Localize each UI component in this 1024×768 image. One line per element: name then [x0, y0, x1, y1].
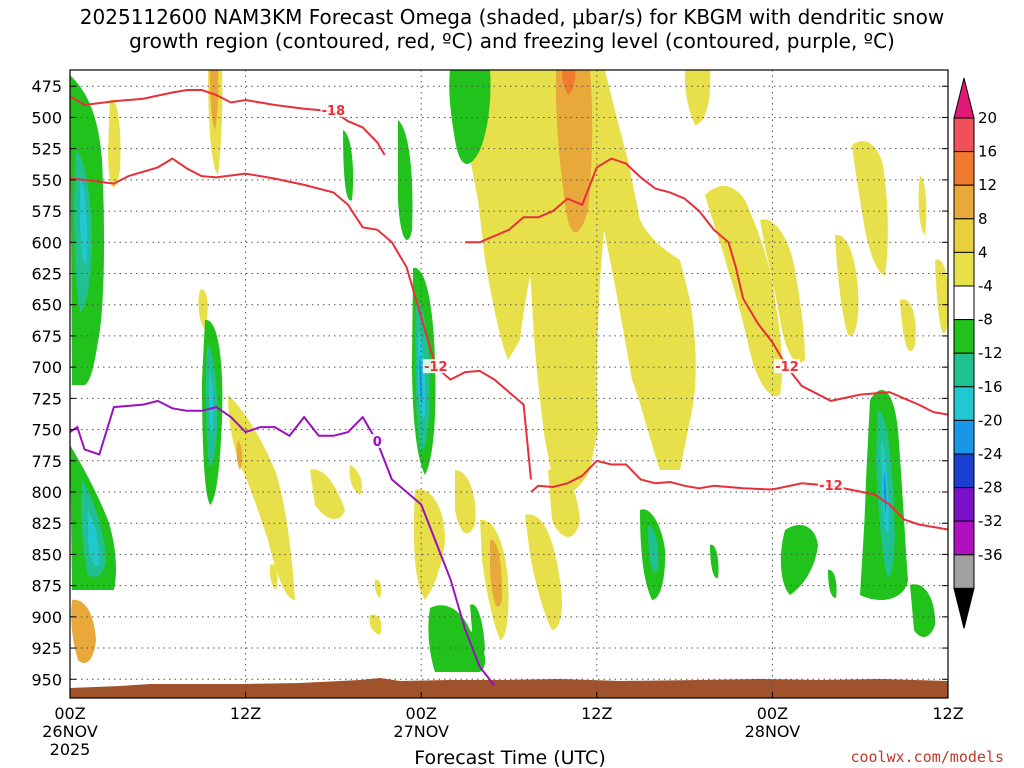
- x-tick-label: 2025: [50, 740, 91, 759]
- y-tick-label: 950: [31, 670, 62, 689]
- y-tick-label: 700: [31, 358, 62, 377]
- x-tick-label: 00Z: [54, 704, 85, 723]
- y-tick-label: 825: [31, 514, 62, 533]
- chart-title-line2: growth region (contoured, red, ºC) and f…: [129, 29, 895, 53]
- x-tick-label: 00Z: [757, 704, 788, 723]
- y-axis-pressure: 475 500 525 550 575 600 625 650 675 700 725 750 775 8…: [31, 77, 948, 689]
- colorbar-label: -36: [978, 546, 1003, 564]
- y-tick-label: 775: [31, 452, 62, 471]
- y-tick-label: 850: [31, 545, 62, 564]
- colorbar-label: 12: [978, 176, 997, 194]
- dgz-contour-label-bg: [817, 477, 844, 492]
- y-tick-label: 600: [31, 233, 62, 252]
- credit-text: coolwx.com/models: [850, 748, 1004, 766]
- colorbar-swatch: [953, 184, 975, 220]
- colorbar: 20 16 12 8 4 -4 -8 -12 -16 -20 -24 -28 -32 -36: [953, 77, 1003, 629]
- dgz-contour-3: [530, 459, 948, 531]
- colorbar-label: -8: [978, 311, 993, 329]
- grid: [70, 70, 948, 698]
- omega-positive-8-12: [71, 70, 593, 664]
- omega-negative-16-20: [419, 355, 887, 515]
- plot-frame: [69, 69, 949, 699]
- x-tick-label: 27NOV: [393, 722, 449, 741]
- y-tick-label: 575: [31, 202, 62, 221]
- dgz-contour-label-bg: [422, 359, 449, 374]
- omega-positive-12-16: [562, 70, 576, 95]
- dgz-contour-label: -12: [424, 360, 448, 375]
- colorbar-label: -12: [978, 344, 1003, 362]
- colorbar-swatch: [953, 218, 975, 253]
- y-tick-label: 475: [31, 77, 62, 96]
- y-tick-label: 525: [31, 140, 62, 159]
- colorbar-label: -16: [978, 378, 1003, 396]
- colorbar-swatch: [953, 151, 975, 186]
- colorbar-swatch: [953, 285, 975, 321]
- y-tick-label: 725: [31, 389, 62, 408]
- x-tick-label: 12Z: [230, 704, 261, 723]
- x-tick-label: 12Z: [932, 704, 963, 723]
- contours: -18 -12 -12 -12 0: [70, 89, 948, 687]
- colorbar-label: 8: [978, 210, 988, 228]
- x-tick-label: 26NOV: [42, 722, 98, 741]
- colorbar-swatch: [953, 319, 975, 354]
- y-tick-label: 750: [31, 421, 62, 440]
- dgz-contour-0: [70, 89, 386, 156]
- y-tick-label: 900: [31, 608, 62, 627]
- freezing-level-contour-0: [70, 399, 496, 687]
- colorbar-swatch: [953, 352, 975, 388]
- colorbar-swatch: [953, 419, 975, 455]
- colorbar-label: -24: [978, 445, 1003, 463]
- x-tick-label: 00Z: [406, 704, 437, 723]
- colorbar-label: -32: [978, 512, 1003, 530]
- colorbar-swatch: [953, 117, 975, 153]
- colorbar-swatch: [953, 453, 975, 489]
- dgz-contour-label: -12: [819, 479, 843, 494]
- dgz-contour-2: [465, 157, 948, 416]
- colorbar-swatch: [953, 487, 975, 522]
- y-tick-label: 800: [31, 483, 62, 502]
- colorbar-label: 16: [978, 143, 997, 161]
- plot-area: -18 -12 -12 -12 0: [70, 70, 948, 698]
- colorbar-label: 20: [978, 109, 997, 127]
- terrain-surface: [70, 678, 948, 698]
- colorbar-swatch: [953, 251, 975, 287]
- freezing-level-contour-label-bg: [364, 434, 391, 449]
- y-tick-label: 875: [31, 577, 62, 596]
- colorbar-label: 4: [978, 243, 988, 261]
- colorbar-swatch: [953, 520, 975, 556]
- x-axis-label: Forecast Time (UTC): [414, 747, 605, 768]
- x-tick-label: 28NOV: [745, 722, 801, 741]
- y-tick-label: 925: [31, 639, 62, 658]
- freezing-level-contour-label: 0: [373, 435, 382, 450]
- y-tick-label: 500: [31, 108, 62, 127]
- y-tick-label: 625: [31, 265, 62, 284]
- x-tick-label: 12Z: [581, 704, 612, 723]
- dgz-contour-label-bg: [320, 103, 347, 118]
- colorbar-bottom-arrow: [953, 587, 975, 629]
- chart-title-line1: 2025112600 NAM3KM Forecast Omega (shaded…: [80, 5, 944, 29]
- y-tick-label: 550: [31, 171, 62, 190]
- colorbar-swatch: [953, 386, 975, 421]
- dgz-contour-label-bg: [774, 359, 801, 374]
- y-tick-label: 650: [31, 296, 62, 315]
- colorbar-label: -28: [978, 479, 1003, 497]
- colorbar-label: -20: [978, 411, 1003, 429]
- colorbar-top-arrow: [953, 77, 975, 119]
- colorbar-label: -4: [978, 277, 993, 295]
- dgz-contour-1: [70, 157, 532, 480]
- colorbar-swatch: [953, 554, 975, 589]
- omega-shading: [70, 70, 948, 672]
- dgz-contour-label: -18: [322, 104, 346, 119]
- y-tick-label: 675: [31, 327, 62, 346]
- dgz-contour-label: -12: [775, 360, 799, 375]
